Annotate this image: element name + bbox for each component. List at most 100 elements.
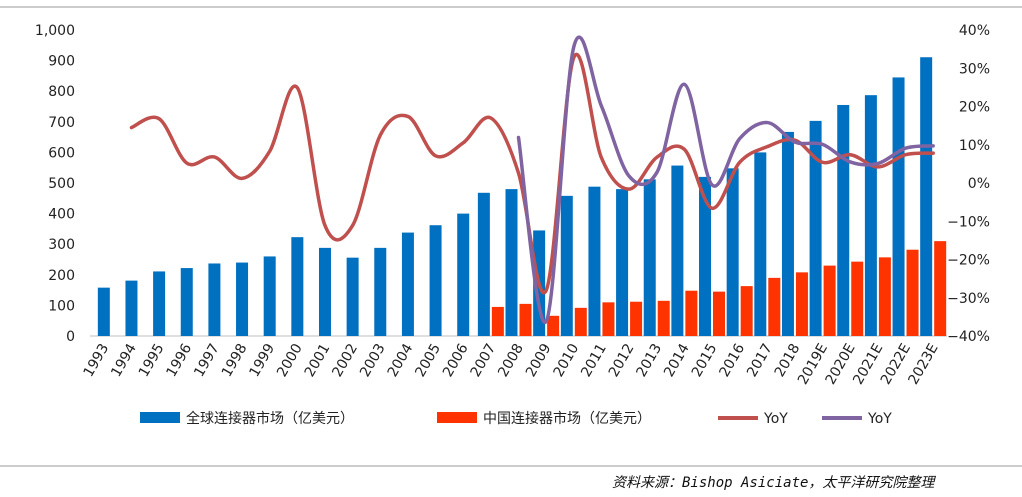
bar-global: [726, 168, 739, 336]
bar-global: [837, 104, 850, 336]
bar-global: [477, 192, 490, 336]
y-tick-label: 200: [48, 268, 75, 284]
bar-global: [401, 232, 414, 336]
y2-tick-label: 20%: [959, 100, 990, 116]
y-tick-label: 600: [48, 145, 75, 161]
x-tick-label: 2010: [551, 341, 583, 380]
x-tick-label: 2013: [634, 341, 666, 380]
y2-tick-label: 30%: [959, 61, 990, 77]
x-tick-label: 2017: [744, 341, 776, 380]
bar-china: [740, 286, 753, 336]
bar-china: [685, 290, 698, 336]
bar-global: [671, 165, 684, 336]
legend-swatch-china: [437, 412, 477, 423]
x-tick-label: 2015: [689, 341, 721, 380]
bar-china: [519, 303, 532, 336]
legend-label-yoy-purple: YoY: [867, 411, 892, 427]
bar-china: [795, 272, 808, 336]
bar-global: [920, 57, 933, 336]
bar-china: [657, 300, 670, 336]
x-axis: 1993199419951996199719981999200020012002…: [81, 335, 947, 388]
bar-global: [781, 131, 794, 336]
bar-global: [643, 179, 656, 336]
bar-global: [236, 262, 249, 336]
y-tick-label: 900: [48, 54, 75, 70]
bar-china: [906, 249, 919, 336]
bar-china: [491, 306, 504, 336]
legend-label-global: 全球连接器市场（亿美元）: [186, 410, 354, 427]
x-tick-label: 2004: [385, 341, 417, 380]
bar-china: [851, 261, 864, 336]
y-tick-label: 100: [48, 298, 75, 314]
x-tick-label: 2008: [495, 341, 527, 380]
x-tick-label: 2011: [578, 341, 610, 380]
bar-global: [97, 287, 110, 336]
bar-global: [346, 257, 359, 336]
bar-global: [588, 186, 601, 336]
x-tick-label: 2001: [302, 341, 334, 380]
bar-global: [560, 195, 573, 336]
y2-tick-label: −40%: [947, 329, 990, 345]
source-note: 资料来源：Bishop Asiciate，太平洋研究院整理: [612, 475, 935, 491]
legend-swatch-global: [140, 412, 180, 423]
x-tick-label: 2007: [468, 341, 500, 380]
x-tick-label: 1993: [81, 341, 113, 380]
y-axis-left: 0 100 200 300 400 500 600 700 800 900 1,000: [35, 23, 75, 345]
series-china-bars: [491, 241, 947, 336]
series-yoy-lines: [129, 35, 935, 324]
y2-tick-label: −20%: [947, 253, 990, 269]
legend-label-yoy-red: YoY: [763, 411, 788, 427]
bar-global: [291, 237, 304, 336]
bar-global: [616, 189, 629, 336]
bar-china: [878, 257, 891, 336]
x-tick-label: 2012: [606, 341, 638, 380]
bar-global: [864, 95, 877, 336]
y2-tick-label: 10%: [959, 138, 990, 154]
bar-global: [429, 225, 442, 336]
bar-global: [180, 268, 193, 336]
bar-china: [602, 302, 615, 336]
bar-global: [699, 176, 712, 336]
bar-global: [208, 263, 221, 336]
x-tick-label: 1995: [136, 341, 168, 380]
x-tick-label: 1999: [246, 341, 278, 380]
bar-global: [892, 77, 905, 337]
x-tick-label: 1997: [191, 341, 223, 380]
x-tick-label: 1996: [164, 341, 196, 380]
bar-china: [574, 307, 587, 336]
y-tick-label: 1,000: [35, 23, 75, 39]
x-tick-label: 2016: [716, 341, 748, 380]
y2-tick-label: 0%: [968, 176, 990, 192]
bar-global: [125, 280, 138, 336]
y-tick-label: 800: [48, 84, 75, 100]
bar-global: [505, 189, 518, 336]
x-tick-label: 2000: [274, 341, 306, 380]
x-tick-label: 2006: [440, 341, 472, 380]
y-tick-label: 500: [48, 176, 75, 192]
bar-china: [768, 277, 781, 336]
bar-global: [318, 247, 331, 336]
x-tick-label: 2005: [412, 341, 444, 380]
x-tick-label: 2014: [661, 341, 693, 380]
bar-global: [457, 213, 470, 336]
bar-china: [630, 301, 643, 336]
y2-tick-label: −10%: [947, 214, 990, 230]
y-tick-label: 300: [48, 237, 75, 253]
bar-china: [547, 315, 560, 336]
y-tick-label: 0: [66, 329, 75, 345]
x-tick-label: 1994: [108, 341, 140, 380]
bar-global: [263, 256, 276, 336]
x-tick-label: 1998: [219, 341, 251, 380]
x-tick-label: 2009: [523, 341, 555, 380]
y2-tick-label: 40%: [959, 23, 990, 39]
y-axis-right: −40% −30% −20% −10% 0% 10% 20% 30% 40%: [947, 23, 990, 345]
bar-global: [809, 120, 822, 336]
x-tick-label: 2002: [329, 341, 361, 380]
x-tick-label: 2003: [357, 341, 389, 380]
bar-china: [713, 291, 726, 336]
line-yoy-purple: [516, 35, 935, 324]
legend: 全球连接器市场（亿美元） 中国连接器市场（亿美元） YoY YoY: [140, 410, 892, 427]
legend-label-china: 中国连接器市场（亿美元）: [483, 410, 651, 427]
y2-tick-label: −30%: [947, 291, 990, 307]
